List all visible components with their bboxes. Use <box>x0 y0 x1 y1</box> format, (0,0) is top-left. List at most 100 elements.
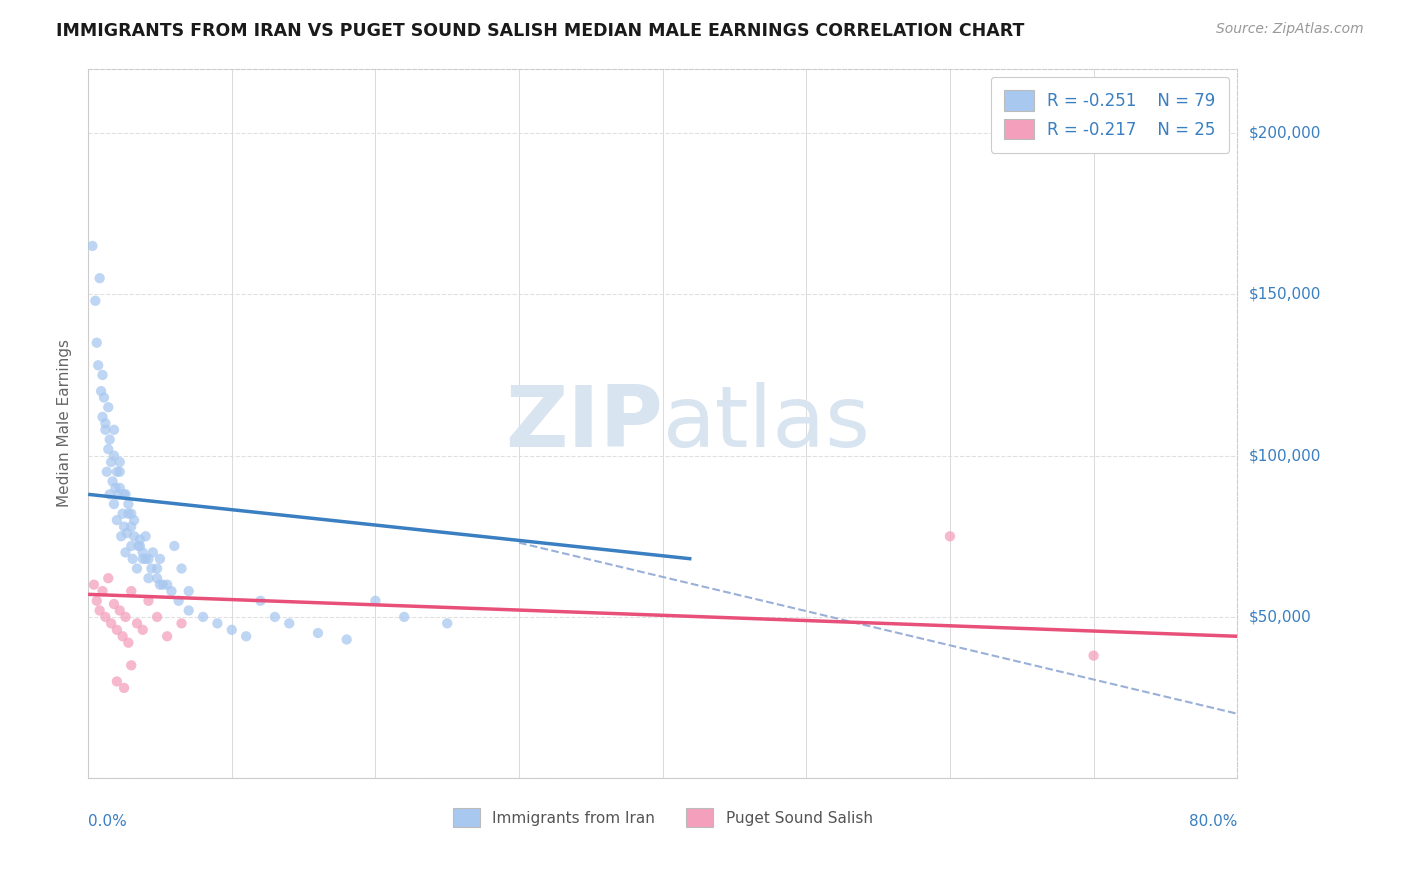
Point <box>221 623 243 637</box>
Point <box>115 526 138 541</box>
Point <box>436 616 458 631</box>
Point <box>120 658 142 673</box>
Point <box>120 584 142 599</box>
Point <box>249 594 271 608</box>
Point <box>91 368 114 382</box>
Point <box>135 552 157 566</box>
Point <box>98 433 121 447</box>
Point <box>103 423 125 437</box>
Point <box>101 475 124 489</box>
Point <box>146 610 169 624</box>
Point <box>97 401 120 415</box>
Point <box>138 552 160 566</box>
Point <box>100 616 122 631</box>
Point <box>89 603 111 617</box>
Point <box>235 629 257 643</box>
Point <box>111 629 134 643</box>
Point <box>89 271 111 285</box>
Text: $200,000: $200,000 <box>1249 126 1320 141</box>
Point <box>336 632 359 647</box>
Point <box>120 507 142 521</box>
Point <box>207 616 229 631</box>
Point <box>90 384 112 398</box>
Point <box>117 497 139 511</box>
Point <box>87 359 110 373</box>
Text: $150,000: $150,000 <box>1249 287 1320 301</box>
Point <box>94 417 117 431</box>
Point <box>103 497 125 511</box>
Point <box>132 623 155 637</box>
Text: $100,000: $100,000 <box>1249 448 1320 463</box>
Point <box>96 465 118 479</box>
Point <box>128 539 150 553</box>
Point <box>120 539 142 553</box>
Point <box>264 610 287 624</box>
Point <box>170 616 193 631</box>
Point <box>114 545 136 559</box>
Point <box>127 539 149 553</box>
Point <box>108 481 131 495</box>
Point <box>132 552 155 566</box>
Point <box>98 487 121 501</box>
Point <box>125 561 148 575</box>
Point <box>108 465 131 479</box>
Point <box>91 584 114 599</box>
Point <box>163 539 186 553</box>
Point <box>97 571 120 585</box>
Point <box>132 545 155 559</box>
Point <box>146 561 169 575</box>
Point <box>112 681 135 695</box>
Point <box>105 623 128 637</box>
Point <box>1083 648 1105 663</box>
Point <box>156 629 179 643</box>
Point <box>278 616 301 631</box>
Point <box>93 391 115 405</box>
Point <box>94 423 117 437</box>
Point <box>117 507 139 521</box>
Point <box>138 594 160 608</box>
Point <box>114 610 136 624</box>
Point <box>939 529 962 543</box>
Point <box>120 519 142 533</box>
Point <box>177 584 200 599</box>
Point <box>91 409 114 424</box>
Text: 0.0%: 0.0% <box>89 814 127 829</box>
Point <box>110 529 132 543</box>
Point <box>94 610 117 624</box>
Point <box>111 507 134 521</box>
Point <box>86 594 108 608</box>
Point <box>167 594 190 608</box>
Point <box>100 455 122 469</box>
Point <box>138 571 160 585</box>
Text: Source: ZipAtlas.com: Source: ZipAtlas.com <box>1216 22 1364 37</box>
Point <box>117 636 139 650</box>
Point <box>128 533 150 547</box>
Point <box>156 577 179 591</box>
Point <box>135 529 157 543</box>
Point <box>103 449 125 463</box>
Point <box>141 561 163 575</box>
Y-axis label: Median Male Earnings: Median Male Earnings <box>58 339 72 508</box>
Point <box>122 513 145 527</box>
Point <box>112 487 135 501</box>
Point <box>105 513 128 527</box>
Legend: Immigrants from Iran, Puget Sound Salish: Immigrants from Iran, Puget Sound Salish <box>446 800 880 834</box>
Point <box>170 561 193 575</box>
Point <box>121 552 143 566</box>
Point <box>307 626 329 640</box>
Text: ZIP: ZIP <box>505 382 662 465</box>
Point <box>142 545 165 559</box>
Point <box>125 616 148 631</box>
Point <box>392 610 415 624</box>
Point <box>107 487 129 501</box>
Point <box>108 603 131 617</box>
Point <box>112 519 135 533</box>
Point <box>103 597 125 611</box>
Point <box>97 442 120 457</box>
Point <box>84 293 107 308</box>
Point <box>149 577 172 591</box>
Point <box>160 584 183 599</box>
Point <box>191 610 214 624</box>
Point <box>108 455 131 469</box>
Point <box>86 335 108 350</box>
